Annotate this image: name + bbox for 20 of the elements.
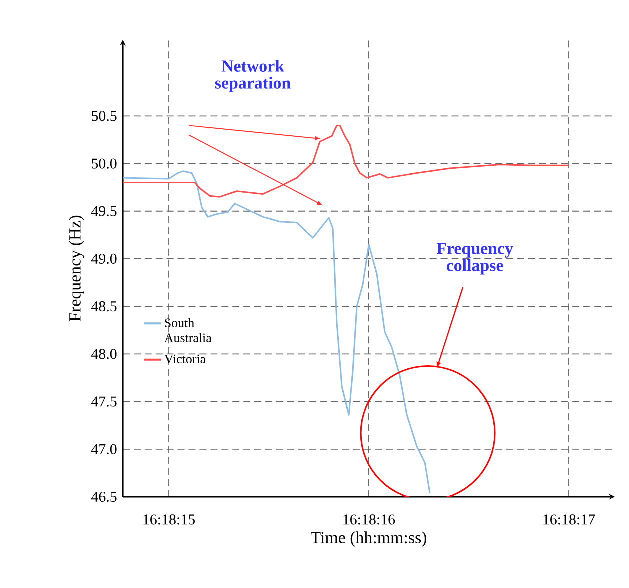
y-tick-label: 50.0 (92, 158, 117, 169)
annotation: Frequency collapse (436, 243, 514, 275)
line-series (123, 170, 431, 494)
y-tick-label: 49.0 (92, 254, 117, 264)
y-tick-label: 50.5 (92, 111, 117, 122)
legend-label: South Australia (164, 318, 212, 342)
y-tick-label: 49.5 (92, 206, 117, 216)
y-tick-label: 47.0 (92, 444, 117, 454)
y-tick-label: 46.5 (92, 492, 117, 502)
line-series (123, 124, 570, 198)
legend-label: Victoria (164, 354, 206, 364)
annotation: Network separation (215, 60, 291, 92)
x-axis-title: Time (hh:mm:ss) (311, 532, 427, 547)
y-tick-label: 48.5 (92, 302, 117, 312)
y-axis-title: Frequency (Hz) (68, 216, 84, 322)
y-tick-label: 47.5 (92, 396, 117, 407)
x-tick-label: 16:18:16 (344, 514, 396, 525)
x-tick-label: 16:18:17 (544, 514, 596, 525)
y-tick-label: 48.0 (92, 349, 117, 360)
x-tick-label: 16:18:15 (144, 514, 196, 525)
